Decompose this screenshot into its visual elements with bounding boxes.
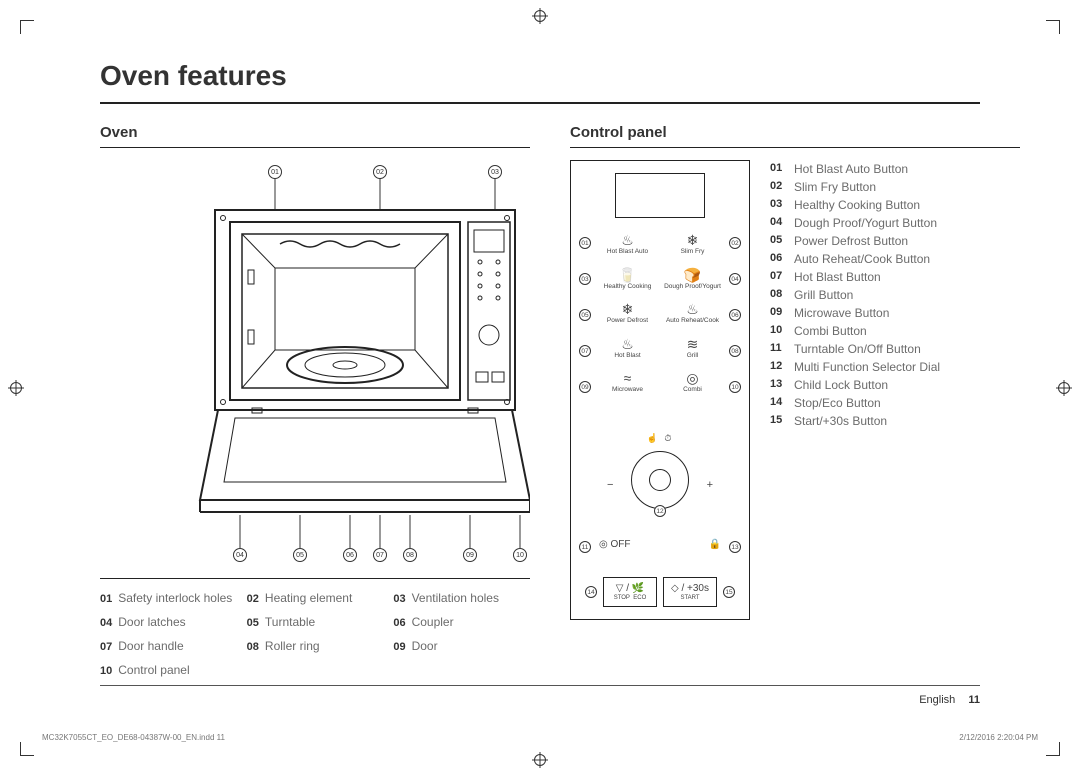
panel-btn-auto-reheat-cook: ♨Auto Reheat/Cook xyxy=(664,302,721,325)
cp-legend-item: 10Combi Button xyxy=(770,322,940,340)
panel-btn-hot-blast: ♨Hot Blast xyxy=(599,337,656,360)
cp-legend-item: 01Hot Blast Auto Button xyxy=(770,160,940,178)
control-panel-heading: Control panel xyxy=(570,124,1020,148)
cp-legend-item: 04Dough Proof/Yogurt Button xyxy=(770,214,940,232)
oven-legend-item: 06Coupler xyxy=(393,615,530,629)
callout-06: 06 xyxy=(729,309,741,321)
turntable-off-icon: ◎ OFF xyxy=(599,539,631,550)
stop-eco-button: ▽ / 🌿 STOP ECO xyxy=(603,577,657,607)
footer-rule xyxy=(100,685,980,686)
oven-callout-04: 04 xyxy=(233,548,247,562)
oven-callout-07: 07 xyxy=(373,548,387,562)
dial-minus-icon: − xyxy=(607,479,613,491)
dial-plus-icon: + xyxy=(707,479,713,491)
oven-callout-08: 08 xyxy=(403,548,417,562)
callout-11: 11 xyxy=(579,541,591,553)
oven-legend-item: 01Safety interlock holes xyxy=(100,591,237,605)
stop-icon: ▽ / 🌿 xyxy=(616,583,644,594)
panel-btn-microwave: ≈Microwave xyxy=(599,371,656,394)
cp-legend-item: 06Auto Reheat/Cook Button xyxy=(770,250,940,268)
callout-15: 15 xyxy=(723,586,735,598)
callout-10: 10 xyxy=(729,381,741,393)
panel-display xyxy=(615,173,705,218)
oven-callout-02: 02 xyxy=(373,165,387,179)
callout-05: 05 xyxy=(579,309,591,321)
oven-callout-09: 09 xyxy=(463,548,477,562)
panel-btn-dough-proof-yogurt: 🍞Dough Proof/Yogurt xyxy=(664,268,721,291)
oven-legend-item: 07Door handle xyxy=(100,639,237,653)
start-30s-button: ◇ / +30s START xyxy=(663,577,717,607)
panel-btn-grill: ≋Grill xyxy=(664,337,721,360)
oven-callout-03: 03 xyxy=(488,165,502,179)
callout-03: 03 xyxy=(579,273,591,285)
oven-callout-10: 10 xyxy=(513,548,527,562)
panel-btn-slim-fry: ❄Slim Fry xyxy=(664,233,721,256)
print-file: MC32K7055CT_EO_DE68-04387W-00_EN.indd 11 xyxy=(42,733,225,742)
oven-callout-05: 05 xyxy=(293,548,307,562)
oven-heading: Oven xyxy=(100,124,530,148)
callout-13: 13 xyxy=(729,541,741,553)
oven-legend: 01Safety interlock holes 02Heating elemen… xyxy=(100,578,530,677)
callout-12: 12 xyxy=(654,505,666,517)
cp-legend-item: 11Turntable On/Off Button xyxy=(770,340,940,358)
callout-09: 09 xyxy=(579,381,591,393)
oven-legend-item: 03Ventilation holes xyxy=(393,591,530,605)
cp-legend-item: 05Power Defrost Button xyxy=(770,232,940,250)
cp-legend-item: 15Start/+30s Button xyxy=(770,412,940,430)
control-panel-legend: 01Hot Blast Auto Button02Slim Fry Button… xyxy=(770,160,940,620)
oven-legend-item: 10Control panel xyxy=(100,663,237,677)
oven-legend-item: 04Door latches xyxy=(100,615,237,629)
control-panel-diagram: ♨Hot Blast Auto ❄Slim Fry 🥛Healthy Cooking… xyxy=(570,160,750,620)
cp-legend-item: 02Slim Fry Button xyxy=(770,178,940,196)
callout-02: 02 xyxy=(729,237,741,249)
cp-legend-item: 07Hot Blast Button xyxy=(770,268,940,286)
callout-04: 04 xyxy=(729,273,741,285)
print-date: 2/12/2016 2:20:04 PM xyxy=(959,733,1038,742)
start-icon: ◇ / +30s xyxy=(671,583,709,594)
cp-legend-item: 14Stop/Eco Button xyxy=(770,394,940,412)
language-label: English xyxy=(919,694,955,706)
callout-01: 01 xyxy=(579,237,591,249)
page-number: 11 xyxy=(968,694,980,706)
oven-diagram: 01 02 03 04 05 06 07 08 09 10 xyxy=(100,160,530,570)
oven-legend-item: 05Turntable xyxy=(247,615,384,629)
dial-icons: ☝ ⏱ xyxy=(647,433,674,444)
cp-legend-item: 12Multi Function Selector Dial xyxy=(770,358,940,376)
panel-btn-power-defrost: ❄Power Defrost xyxy=(599,302,656,325)
child-lock-icon: 🔒 xyxy=(709,539,721,550)
callout-14: 14 xyxy=(585,586,597,598)
oven-legend-item: 08Roller ring xyxy=(247,639,384,653)
oven-callout-01: 01 xyxy=(268,165,282,179)
callout-08: 08 xyxy=(729,345,741,357)
panel-btn-healthy-cooking: 🥛Healthy Cooking xyxy=(599,268,656,291)
cp-legend-item: 03Healthy Cooking Button xyxy=(770,196,940,214)
panel-btn-combi: ◎Combi xyxy=(664,371,721,394)
callout-07: 07 xyxy=(579,345,591,357)
oven-legend-item: 09Door xyxy=(393,639,530,653)
selector-dial xyxy=(631,451,689,509)
cp-legend-item: 08Grill Button xyxy=(770,286,940,304)
page-title: Oven features xyxy=(100,60,980,104)
cp-legend-item: 09Microwave Button xyxy=(770,304,940,322)
oven-legend-item: 02Heating element xyxy=(247,591,384,605)
footer: English 11 xyxy=(919,694,980,706)
panel-btn-hot-blast-auto: ♨Hot Blast Auto xyxy=(599,233,656,256)
oven-callout-06: 06 xyxy=(343,548,357,562)
cp-legend-item: 13Child Lock Button xyxy=(770,376,940,394)
